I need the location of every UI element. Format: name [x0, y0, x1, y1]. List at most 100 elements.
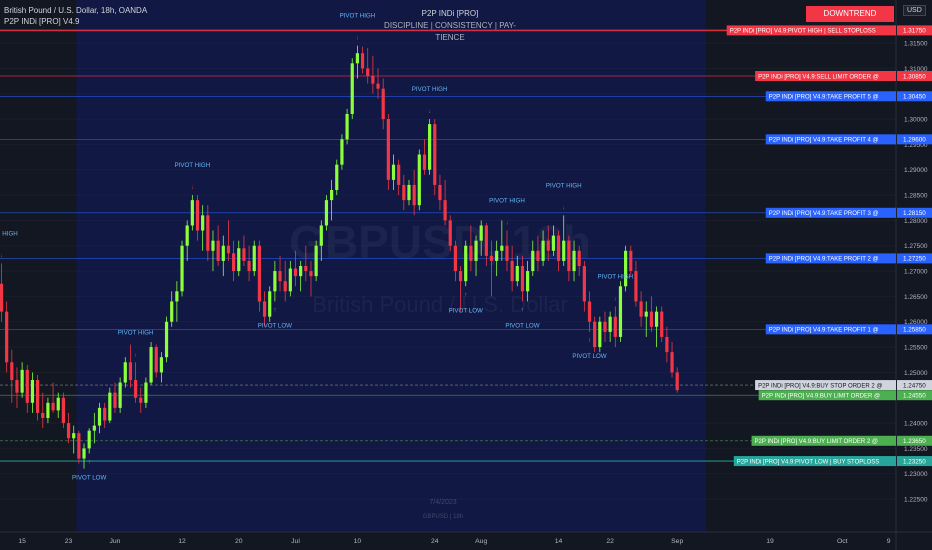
candle[interactable] [41, 392, 45, 429]
candle[interactable] [299, 260, 303, 292]
symbol-line[interactable]: British Pound / U.S. Dollar, 18h, OANDA [4, 6, 148, 15]
candle[interactable] [474, 235, 478, 277]
candle[interactable] [221, 235, 225, 277]
candle[interactable] [495, 240, 499, 277]
candle[interactable] [608, 311, 612, 342]
candle[interactable] [402, 174, 406, 211]
candle[interactable] [139, 387, 143, 413]
candle[interactable] [515, 255, 519, 287]
candle[interactable] [195, 195, 200, 241]
candle[interactable] [397, 159, 401, 196]
candle[interactable] [562, 215, 566, 266]
candle[interactable] [319, 220, 323, 261]
candle[interactable] [144, 377, 148, 408]
candle[interactable] [201, 205, 205, 251]
candle[interactable] [128, 344, 133, 388]
candle[interactable] [634, 260, 638, 307]
candle[interactable] [108, 387, 112, 424]
candle[interactable] [587, 291, 592, 332]
candle[interactable] [232, 240, 236, 282]
candle[interactable] [505, 230, 509, 272]
candle[interactable] [458, 266, 463, 312]
candle[interactable] [675, 367, 679, 393]
candle[interactable] [489, 240, 494, 297]
candle[interactable] [345, 108, 349, 145]
candle[interactable] [118, 377, 122, 413]
candle[interactable] [293, 250, 298, 287]
candle[interactable] [428, 119, 432, 175]
candle[interactable] [510, 245, 514, 292]
candle[interactable] [355, 45, 360, 79]
candle[interactable] [15, 367, 19, 408]
candle[interactable] [237, 240, 241, 277]
candle[interactable] [252, 240, 256, 277]
candle[interactable] [36, 374, 40, 421]
candle[interactable] [551, 225, 556, 256]
candle[interactable] [350, 58, 354, 120]
candle[interactable] [77, 430, 81, 464]
candle[interactable] [556, 230, 561, 272]
candle[interactable] [654, 306, 659, 348]
candle[interactable] [520, 255, 525, 302]
candle[interactable] [577, 245, 581, 277]
candle[interactable] [546, 225, 550, 261]
candle[interactable] [283, 260, 287, 302]
candle[interactable] [175, 281, 179, 322]
candle[interactable] [72, 425, 76, 454]
candle[interactable] [309, 260, 313, 297]
candle[interactable] [206, 205, 210, 261]
candle[interactable] [603, 311, 607, 342]
candle[interactable] [526, 260, 530, 302]
candle[interactable] [25, 364, 29, 413]
candle[interactable] [417, 149, 421, 211]
candle[interactable] [500, 220, 504, 261]
candle[interactable] [469, 225, 473, 272]
candle[interactable] [92, 412, 96, 444]
candle[interactable] [335, 159, 339, 196]
candle[interactable] [541, 230, 545, 266]
candle[interactable] [51, 382, 55, 413]
candle[interactable] [572, 240, 576, 282]
candle[interactable] [340, 134, 344, 170]
candle[interactable] [629, 245, 633, 277]
candle[interactable] [113, 382, 117, 413]
candle[interactable] [649, 296, 654, 332]
candle[interactable] [61, 392, 65, 429]
candle[interactable] [66, 412, 71, 444]
candle[interactable] [56, 392, 60, 418]
candle[interactable] [582, 260, 586, 312]
candle[interactable] [381, 78, 385, 130]
candle[interactable] [536, 235, 540, 272]
candle[interactable] [531, 240, 535, 277]
candle[interactable] [386, 114, 390, 190]
candle[interactable] [453, 240, 458, 282]
candle[interactable] [242, 235, 246, 266]
candle[interactable] [391, 154, 396, 190]
candle[interactable] [433, 119, 437, 196]
candle[interactable] [211, 230, 215, 272]
candle[interactable] [366, 48, 370, 84]
candle[interactable] [438, 174, 442, 211]
candle[interactable] [159, 352, 163, 383]
candle[interactable] [180, 240, 184, 297]
candle[interactable] [324, 195, 329, 231]
candle[interactable] [123, 357, 127, 388]
candle[interactable] [567, 235, 571, 282]
candle[interactable] [448, 215, 452, 251]
candle[interactable] [170, 291, 174, 327]
candle[interactable] [330, 179, 334, 221]
candle[interactable] [247, 245, 251, 282]
candle[interactable] [30, 372, 35, 413]
candle[interactable] [660, 306, 664, 342]
candle[interactable] [103, 402, 107, 429]
candle[interactable] [618, 281, 623, 342]
candle[interactable] [484, 222, 488, 266]
candle[interactable] [164, 316, 169, 363]
candle[interactable] [443, 179, 447, 226]
candle[interactable] [87, 428, 91, 454]
candle[interactable] [154, 344, 158, 378]
candle[interactable] [190, 195, 194, 231]
candle[interactable] [314, 240, 318, 282]
candle[interactable] [185, 220, 189, 261]
